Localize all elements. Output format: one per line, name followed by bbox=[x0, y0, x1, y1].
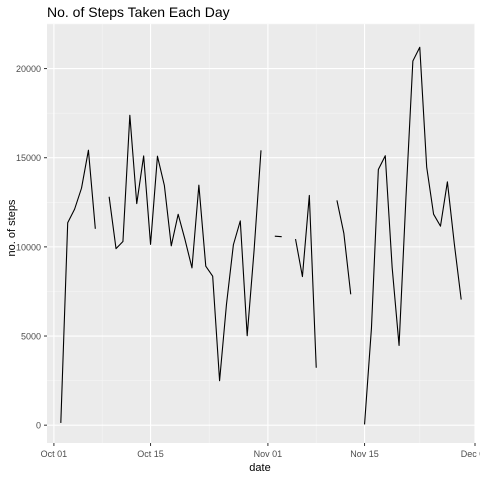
steps-series bbox=[60, 46, 462, 425]
series-line-segment bbox=[364, 46, 462, 425]
x-axis-label: date bbox=[249, 462, 271, 474]
x-tick-label: Dec 01 bbox=[461, 449, 480, 459]
y-tick-label: 0 bbox=[36, 421, 41, 431]
series-line-segment bbox=[60, 149, 96, 423]
y-axis: 0 5000 10000 15000 20000 bbox=[16, 64, 47, 431]
y-tick-label: 20000 bbox=[16, 64, 41, 74]
y-tick-label: 10000 bbox=[16, 242, 41, 252]
x-tick-label: Oct 01 bbox=[41, 449, 68, 459]
series-line-segment bbox=[108, 114, 262, 382]
x-tick-label: Nov 15 bbox=[350, 449, 379, 459]
series-line-segment bbox=[274, 235, 282, 238]
y-tick-label: 15000 bbox=[16, 153, 41, 163]
minor-gridlines bbox=[47, 23, 475, 443]
x-axis: Oct 01 Oct 15 Nov 01 Nov 15 Dec 01 bbox=[41, 443, 480, 459]
y-axis-label: no. of steps bbox=[6, 199, 18, 257]
x-tick-label: Nov 01 bbox=[254, 449, 283, 459]
series-line-segment bbox=[336, 200, 352, 295]
y-tick-label: 5000 bbox=[21, 332, 41, 342]
x-tick-label: Oct 15 bbox=[137, 449, 164, 459]
chart-title: No. of Steps Taken Each Day bbox=[47, 4, 230, 20]
series-line-segment bbox=[294, 194, 317, 368]
plot-panel bbox=[47, 24, 475, 443]
